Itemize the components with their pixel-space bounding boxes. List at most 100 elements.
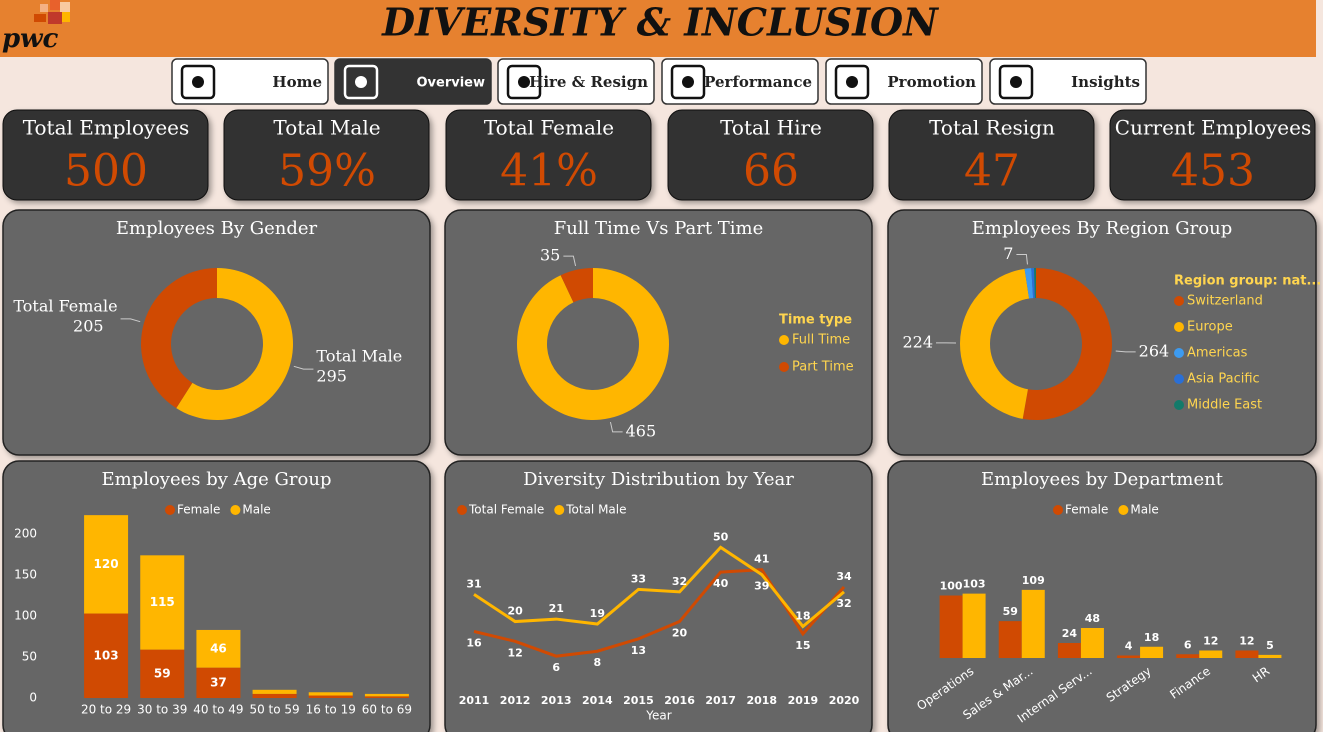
kpi-card (2, 109, 209, 201)
kpi-label: Total Employees (23, 116, 190, 140)
leader-line (609, 421, 623, 433)
page-title: DIVERSITY & INCLUSION (381, 0, 939, 45)
x-tick-label: 2013 (541, 694, 572, 707)
nav-button[interactable] (497, 58, 655, 105)
nav-button[interactable] (334, 58, 492, 105)
bar-segment (252, 693, 297, 698)
legend-label: Americas (1187, 346, 1248, 361)
bar-value: 103 (963, 578, 986, 591)
legend-label: Male (242, 503, 270, 517)
nav-icon-dot (192, 76, 204, 88)
y-tick-label: 0 (29, 691, 37, 705)
point-label: 32 (672, 575, 687, 588)
legend-swatch (1174, 374, 1184, 384)
leader-line (1016, 254, 1028, 265)
bar-segment (196, 667, 241, 698)
bar-segment (140, 649, 185, 698)
donut-slice (959, 268, 1030, 419)
bar (962, 593, 986, 658)
legend-swatch (554, 505, 565, 515)
x-tick-label: 30 to 39 (137, 703, 187, 717)
bar-segment (252, 689, 297, 694)
bar-value: 100 (940, 580, 963, 593)
x-tick-label: 40 to 49 (193, 703, 243, 717)
bar (998, 621, 1022, 658)
bar-value: 6 (1184, 638, 1192, 651)
point-label: 39 (754, 580, 769, 593)
legend-swatch (1174, 348, 1184, 358)
legend-label: Total Male (565, 503, 626, 517)
chart-title: Employees by Department (981, 469, 1224, 490)
leader-line (120, 318, 141, 323)
kpi-value: 41% (500, 146, 598, 197)
x-tick-label: 20 to 29 (81, 703, 131, 717)
nav-button[interactable] (171, 58, 329, 105)
nav-button[interactable] (661, 58, 819, 105)
slice-value: 224 (902, 332, 933, 351)
slice-value: 264 (1139, 341, 1170, 360)
point-label: 41 (754, 553, 769, 566)
kpi-card (667, 109, 874, 201)
nav-label[interactable]: Overview (416, 76, 485, 91)
y-tick-label: 50 (22, 650, 37, 664)
bar-value: 12 (1239, 635, 1254, 648)
kpi-value: 59% (278, 146, 376, 197)
nav-icon-dot (355, 76, 367, 88)
point-label: 21 (549, 602, 564, 615)
donut-slice (1022, 268, 1112, 420)
point-label: 16 (466, 636, 482, 649)
donut-slice (1034, 268, 1036, 299)
bar-segment (308, 695, 353, 698)
slice-value: 295 (316, 367, 347, 386)
nav-label[interactable]: Performance (704, 73, 812, 91)
slice-value: 35 (540, 246, 560, 265)
legend-label: Female (1065, 503, 1108, 517)
point-label: 34 (836, 570, 852, 583)
nav-button[interactable] (825, 58, 983, 105)
legend-label: Total Female (468, 503, 544, 517)
chart-title: Full Time Vs Part Time (554, 218, 764, 239)
nav-button[interactable] (989, 58, 1147, 105)
legend-title: Time type (779, 313, 852, 328)
kpi-label: Total Resign (929, 116, 1055, 140)
x-tick-label: 2014 (582, 694, 613, 707)
kpi-value: 47 (964, 146, 1020, 197)
bar-segment (364, 693, 409, 697)
legend-label: Full Time (792, 333, 850, 348)
x-tick-label: 2016 (664, 694, 695, 707)
nav-label[interactable]: Home (272, 73, 322, 91)
kpi-label: Total Female (484, 116, 614, 140)
x-tick-label: 60 to 69 (362, 703, 412, 717)
x-tick-label: 16 to 19 (306, 703, 356, 717)
donut-slice (1024, 268, 1034, 299)
nav-label[interactable]: Hire & Resign (529, 73, 648, 91)
kpi-label: Total Male (273, 116, 380, 140)
y-tick-label: 100 (14, 609, 37, 623)
y-tick-label: 200 (14, 527, 37, 541)
nav-label[interactable]: Insights (1071, 73, 1140, 91)
point-label: 20 (507, 605, 523, 618)
bar-segment (308, 692, 353, 696)
leader-line (563, 255, 577, 267)
bar (939, 595, 963, 658)
legend-swatch (1174, 400, 1184, 410)
donut-slice (517, 268, 669, 420)
point-label: 12 (507, 646, 522, 659)
point-label: 40 (713, 577, 729, 590)
nav-label[interactable]: Promotion (887, 73, 976, 91)
x-tick-label: 2019 (788, 694, 819, 707)
nav-icon (343, 64, 379, 100)
nav-icon-dot (682, 76, 694, 88)
kpi-card (445, 109, 652, 201)
point-label: 13 (631, 644, 646, 657)
x-tick-label: 2015 (623, 694, 654, 707)
bar-value: 24 (1062, 627, 1078, 640)
series-line (473, 545, 845, 629)
chart-card (444, 460, 873, 732)
point-label: 33 (631, 572, 646, 585)
bar (1057, 643, 1081, 658)
chart-title: Employees By Region Group (972, 218, 1232, 239)
kpi-card (888, 109, 1095, 201)
kpi-value: 66 (743, 146, 799, 197)
